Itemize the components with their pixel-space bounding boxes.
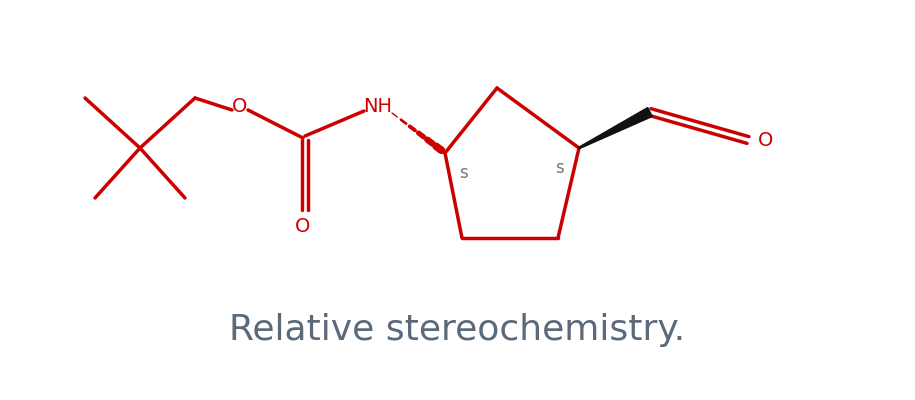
Text: s: s [458, 164, 468, 182]
Text: O: O [296, 218, 311, 236]
Text: O: O [232, 98, 248, 116]
Text: Relative stereochemistry.: Relative stereochemistry. [229, 313, 685, 347]
Text: O: O [759, 130, 774, 150]
Text: NH: NH [363, 98, 393, 116]
Polygon shape [578, 108, 652, 149]
Text: s: s [554, 159, 564, 177]
